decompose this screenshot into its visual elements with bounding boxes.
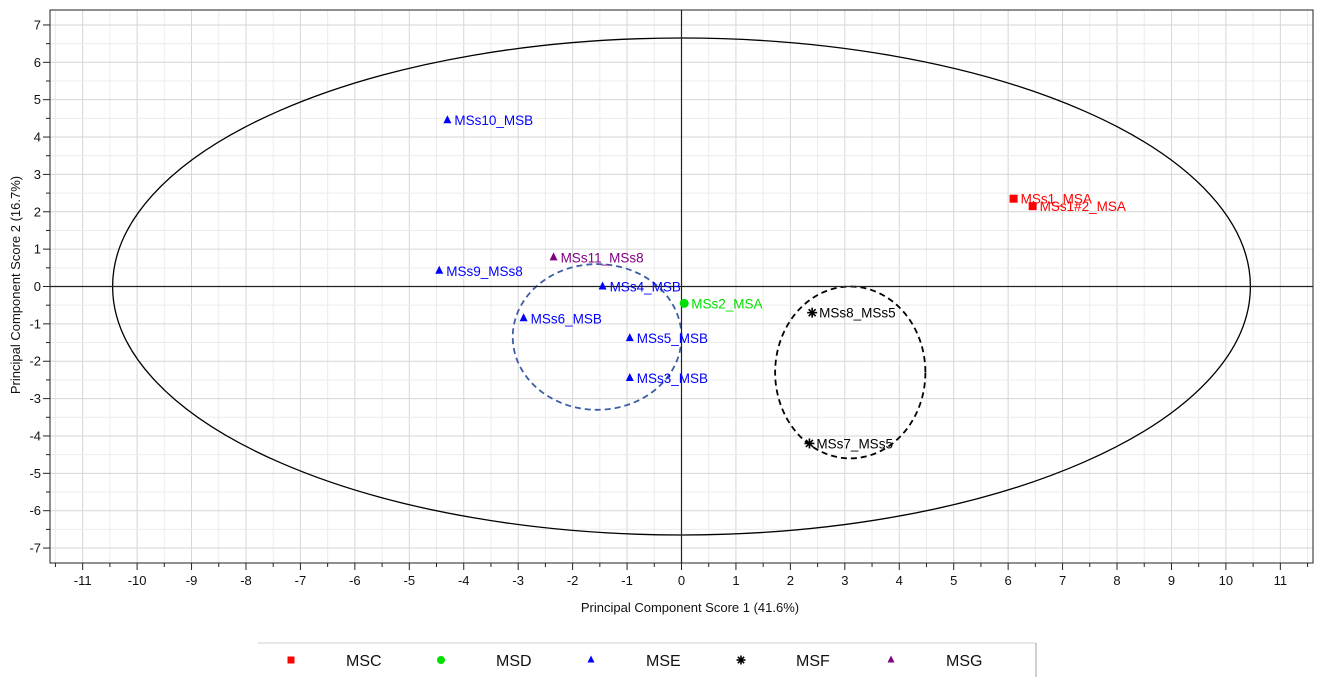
- x-tick-label: -2: [567, 573, 579, 588]
- x-tick-label: -4: [458, 573, 470, 588]
- data-point-MSs11_MSs8: [549, 252, 558, 261]
- x-tick-label: -10: [128, 573, 147, 588]
- x-tick-label: 0: [678, 573, 685, 588]
- x-tick-label: -11: [74, 573, 92, 588]
- y-tick-label: -5: [29, 466, 41, 481]
- legend-marker-MSG: [887, 655, 895, 663]
- x-tick-label: 5: [950, 573, 957, 588]
- data-point-MSs8_MSs5: [807, 307, 818, 318]
- y-tick-label: 5: [34, 92, 41, 107]
- group-ellipse: [774, 285, 927, 460]
- x-tick-label: 10: [1219, 573, 1233, 588]
- y-tick-label: 6: [34, 55, 41, 70]
- y-tick-label: -4: [29, 428, 41, 443]
- x-tick-label: 3: [841, 573, 848, 588]
- y-tick-label: 0: [34, 279, 41, 294]
- point-label: MSs5_MSB: [637, 331, 708, 346]
- legend-label: MSF: [796, 653, 830, 670]
- y-tick-label: 1: [34, 242, 41, 257]
- legend-marker-MSD: [437, 656, 445, 664]
- y-tick-label: 7: [34, 17, 41, 32]
- data-point-MSs2_MSA: [679, 298, 689, 308]
- legend-label: MSG: [946, 653, 982, 670]
- x-tick-label: -5: [404, 573, 416, 588]
- y-tick-label: -6: [29, 503, 41, 518]
- point-label: MSs2_MSA: [691, 296, 762, 311]
- data-point-MSs1_MSA: [1009, 194, 1018, 203]
- x-tick-label: -9: [186, 573, 198, 588]
- y-tick-label: 2: [34, 204, 41, 219]
- data-point-MSs3_MSB: [625, 373, 634, 382]
- point-label: MSs1#2_MSA: [1040, 199, 1126, 214]
- asterisk-stroke: [805, 439, 814, 448]
- x-tick-label: 2: [787, 573, 794, 588]
- x-tick-label: -7: [295, 573, 307, 588]
- legend-label: MSE: [646, 653, 681, 670]
- y-tick-label: 4: [34, 130, 41, 145]
- x-tick-label: -8: [240, 573, 252, 588]
- x-tick-label: 6: [1005, 573, 1012, 588]
- data-point-MSs5_MSB: [625, 333, 634, 342]
- point-label: MSs6_MSB: [531, 311, 602, 326]
- asterisk-stroke: [737, 656, 745, 664]
- point-label: MSs1_MSA: [1021, 192, 1092, 207]
- x-tick-label: 4: [896, 573, 903, 588]
- point-label: MSs8_MSs5: [819, 306, 896, 321]
- legend-label: MSC: [346, 653, 382, 670]
- point-label: MSs4_MSB: [610, 280, 681, 295]
- x-tick-label: -6: [349, 573, 361, 588]
- point-label: MSs11_MSs8: [561, 250, 644, 265]
- asterisk-stroke: [808, 308, 817, 317]
- y-tick-label: -7: [29, 541, 41, 556]
- legend-marker-MSF: [736, 655, 746, 665]
- x-tick-label: -1: [621, 573, 633, 588]
- data-point-MSs4_MSB: [598, 281, 607, 290]
- y-tick-label: -2: [29, 354, 41, 369]
- legend-marker-MSC: [287, 656, 295, 664]
- x-axis-title: Principal Component Score 1 (41.6%): [581, 600, 799, 615]
- x-tick-label: 1: [732, 573, 739, 588]
- data-point-MSs6_MSB: [519, 313, 528, 322]
- x-tick-label: 11: [1274, 573, 1288, 588]
- legend: MSC MSD MSE MSF MSG: [258, 642, 1037, 677]
- axes: -11 -10 -9 -8 -7 -6 -5 -4 -3 -2 -1 0 1 2 3 4 5 6 7 8 9 10 11-7…: [29, 9, 1314, 588]
- data-point-MSs9_MSs8: [435, 265, 444, 274]
- y-tick-label: -3: [29, 391, 41, 406]
- x-tick-label: 9: [1168, 573, 1175, 588]
- y-axis-title: Principal Component Score 2 (16.7%): [8, 176, 23, 394]
- point-label: MSs9_MSs8: [446, 264, 523, 279]
- x-tick-label: -3: [512, 573, 524, 588]
- point-label: MSs7_MSs5: [816, 436, 893, 451]
- x-tick-label: 8: [1113, 573, 1120, 588]
- y-tick-label: -1: [29, 316, 41, 331]
- data-point-MSs10_MSB: [443, 115, 452, 124]
- point-label: MSs10_MSB: [454, 113, 533, 128]
- data-point-MSs1#2_MSA: [1028, 202, 1037, 211]
- legend-label: MSD: [496, 653, 532, 670]
- x-tick-label: 7: [1059, 573, 1066, 588]
- legend-marker-MSE: [587, 655, 595, 663]
- y-tick-label: 3: [34, 167, 41, 182]
- point-label: MSs3_MSB: [637, 371, 708, 386]
- data-point-MSs7_MSs5: [804, 438, 815, 449]
